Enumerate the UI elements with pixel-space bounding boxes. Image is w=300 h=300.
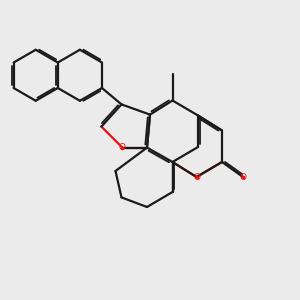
Text: O: O [119,143,126,152]
Text: O: O [239,172,247,182]
Text: O: O [193,172,200,182]
